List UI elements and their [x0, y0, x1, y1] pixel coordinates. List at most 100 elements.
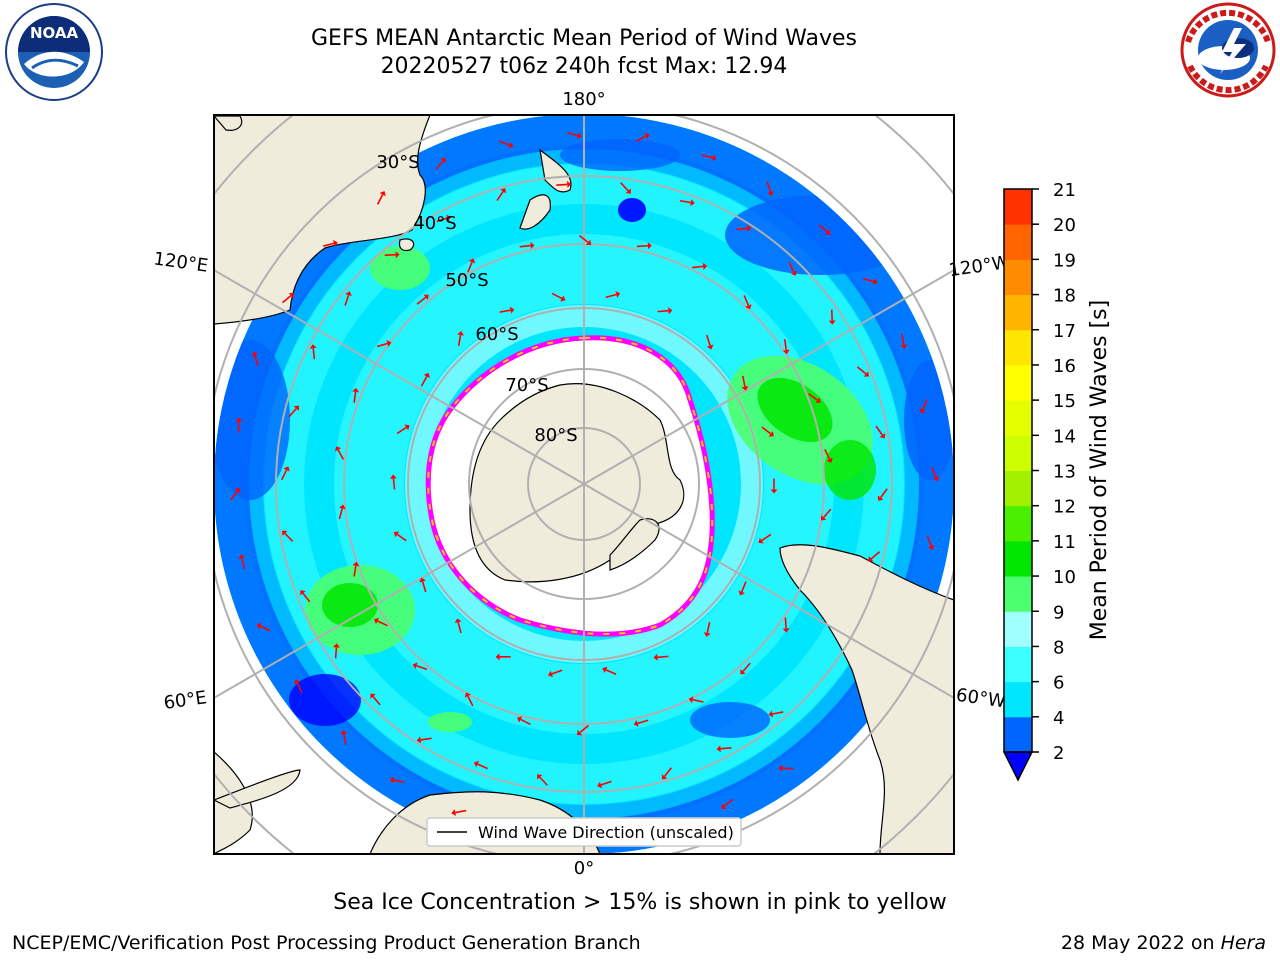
noaa-logo-icon: NOAA — [5, 3, 103, 101]
chart-subtitle: 20220527 t06z 240h fcst Max: 12.94 — [380, 54, 788, 79]
lon-label-180: 180° — [562, 89, 605, 110]
wave-direction-arrow — [788, 262, 798, 276]
wave-direction-arrow — [282, 530, 294, 542]
colorbar-tick-label: 20 — [1053, 215, 1076, 236]
wave-direction-arrow — [251, 351, 259, 367]
wave-direction-arrow — [578, 234, 592, 246]
low-period-patch — [690, 702, 770, 738]
wave-direction-arrow — [496, 188, 507, 201]
wave-direction-arrow — [396, 424, 410, 435]
footer-credit: NCEP/EMC/Verification Post Processing Pr… — [12, 932, 641, 954]
wave-direction-arrow — [332, 643, 340, 659]
wave-direction-arrow — [736, 224, 752, 232]
high-period-patch — [370, 246, 430, 290]
wave-direction-arrow — [389, 776, 405, 784]
wave-direction-arrow — [451, 809, 467, 817]
meridian-60w — [583, 483, 954, 700]
nws-logo-icon — [1180, 2, 1276, 98]
wave-direction-arrow — [766, 181, 774, 196]
colorbar-tick-label: 11 — [1053, 532, 1076, 553]
antarctica — [425, 335, 715, 637]
colorbar-band — [1004, 716, 1032, 753]
colorbar-tick-label: 15 — [1053, 391, 1076, 412]
wave-direction-arrow — [282, 292, 295, 304]
wave-direction-arrow — [419, 577, 427, 593]
wave-direction-arrow — [761, 426, 774, 437]
wave-direction-arrow — [721, 798, 734, 809]
chart-title: GEFS MEAN Antarctic Mean Period of Wind … — [311, 26, 857, 51]
meridian-60e — [214, 483, 585, 700]
colorbar: 2 4 6 8 9 10 11 12 13 14 15 16 17 18 19 20 21 Mean Perio… — [1002, 180, 1112, 782]
wave-direction-arrow — [597, 780, 612, 789]
wave-direction-arrow — [862, 277, 878, 285]
wave-direction-arrow — [457, 331, 464, 346]
wave-direction-arrow — [692, 262, 708, 270]
wave-direction-arrow — [517, 716, 531, 726]
wave-direction-arrow — [782, 617, 790, 633]
wave-direction-arrow — [926, 535, 935, 550]
colorbar-band — [1004, 646, 1032, 683]
wave-direction-arrow — [770, 478, 778, 494]
antarctic-peninsula-land — [609, 518, 660, 571]
asia-corner-land — [214, 115, 243, 131]
wave-direction-arrow — [300, 590, 311, 603]
graticule — [214, 115, 954, 854]
colorbar-tick-label: 17 — [1053, 321, 1076, 342]
colorbar-band — [1004, 470, 1032, 507]
wave-direction-arrow — [519, 242, 535, 250]
colorbar-band — [1004, 294, 1032, 331]
wave-direction-arrow — [919, 399, 928, 414]
colorbar-band — [1004, 611, 1032, 647]
high-period-patch — [428, 712, 472, 732]
footer-host: Hera — [1220, 932, 1266, 954]
colorbar-label: Mean Period of Wind Waves [s] — [1087, 300, 1112, 640]
colorbar-band — [1004, 400, 1032, 436]
colorbar-tick-label: 12 — [1053, 497, 1076, 518]
tasmania-land — [398, 238, 415, 252]
lon-label-60e: 60°E — [162, 687, 208, 714]
wave-direction-arrow — [416, 294, 429, 305]
wave-direction-arrow — [653, 653, 669, 661]
wave-direction-arrow — [679, 199, 695, 207]
meridian-120e — [214, 268, 585, 485]
wave-direction-arrow — [467, 258, 476, 273]
colorbar-tick-label: 16 — [1053, 356, 1076, 377]
wave-direction-arrow — [877, 488, 888, 501]
wave-direction-arrow — [235, 417, 243, 433]
wave-direction-arrow — [384, 251, 400, 259]
footer-date: 28 May 2022 on Hera — [1061, 932, 1266, 954]
wave-direction-arrow — [821, 508, 832, 521]
wave-direction-arrow — [338, 504, 346, 520]
lon-label-120w: 120°W — [947, 252, 1011, 281]
colorbar-band — [1004, 329, 1032, 366]
high-period-patch — [757, 377, 833, 443]
wave-direction-arrow — [370, 693, 381, 706]
colorbar-under-extend — [1002, 751, 1034, 782]
colorbar-tick-label: 14 — [1053, 426, 1076, 447]
wave-direction-arrow — [499, 306, 515, 314]
wave-direction-arrow — [705, 334, 714, 350]
wave-direction-arrow — [256, 622, 271, 632]
wave-direction-arrow — [576, 724, 589, 736]
wave-direction-arrow — [435, 157, 446, 170]
wave-direction-arrow — [238, 554, 246, 569]
lon-label-120e: 120°E — [152, 248, 209, 276]
wave-direction-arrow — [868, 551, 881, 562]
wave-direction-arrow — [856, 366, 869, 377]
new-zealand-south-land — [519, 194, 551, 230]
wave-direction-arrow — [495, 653, 511, 661]
colorbar-tick-label: 8 — [1053, 637, 1064, 658]
colorbar-tick-label: 10 — [1053, 567, 1076, 588]
sea-ice-edge-yellow — [427, 336, 714, 636]
wave-direction-arrow — [309, 344, 317, 360]
wave-direction-arrow — [548, 669, 563, 678]
map-legend: Wind Wave Direction (unscaled) — [426, 817, 742, 847]
wave-direction-arrow — [352, 387, 360, 403]
wave-direction-arrow — [499, 140, 514, 149]
legend-label: Wind Wave Direction (unscaled) — [478, 823, 734, 842]
wave-direction-arrow — [288, 405, 299, 418]
wave-direction-arrow — [567, 131, 582, 140]
wave-direction-arrow — [633, 719, 649, 727]
colorbar-band — [1004, 435, 1032, 471]
